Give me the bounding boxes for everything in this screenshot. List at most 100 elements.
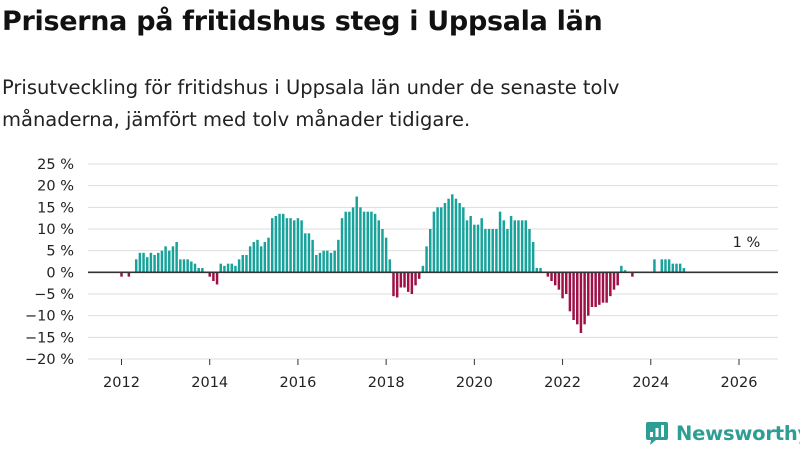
x-axis: 2012 2014 2016 2018 2020 2022 2024 2026 (103, 359, 757, 391)
bar (230, 263, 234, 273)
bar (344, 211, 347, 273)
bar (484, 229, 487, 273)
bar (120, 272, 123, 277)
bar (491, 229, 494, 273)
bar (535, 268, 539, 273)
x-tick-label: 2016 (279, 375, 316, 391)
bar (381, 229, 384, 273)
bar (462, 207, 465, 273)
bar (513, 220, 517, 273)
bar (660, 259, 664, 273)
bar (175, 242, 178, 273)
bar (370, 211, 373, 273)
bar (436, 207, 439, 273)
newsworthy-logo-icon (646, 422, 668, 445)
bar (616, 272, 619, 286)
bar (605, 272, 608, 303)
y-tick-label: 5 % (46, 244, 74, 260)
bar (498, 211, 502, 273)
bar (502, 220, 505, 273)
bar (682, 268, 686, 273)
bar (234, 265, 237, 273)
bar (598, 272, 601, 305)
bar (487, 229, 491, 273)
bar (193, 263, 197, 273)
bar (620, 265, 623, 273)
bar (539, 268, 542, 273)
bar (241, 255, 245, 273)
bar (315, 255, 318, 273)
bar (561, 272, 564, 299)
bar (311, 239, 314, 273)
bar (550, 272, 553, 281)
bar (160, 250, 164, 273)
bar (454, 198, 458, 273)
brand-name: Newsworthy (676, 421, 800, 445)
bar (564, 272, 568, 294)
bar (351, 207, 355, 273)
bar (524, 220, 528, 273)
bar (263, 242, 267, 273)
bar (348, 211, 351, 273)
bar (289, 218, 292, 273)
gridlines (88, 163, 778, 360)
bar (293, 220, 296, 273)
bar (553, 272, 557, 286)
bar (237, 259, 241, 273)
y-axis: −20 % −15 % −10 % −5 % 0 % 5 % 10 % 15 % 20 % 25 … (25, 157, 74, 368)
bar (590, 272, 594, 307)
x-tick-label: 2024 (632, 375, 669, 391)
bar (476, 224, 480, 273)
y-tick-label: −15 % (25, 330, 74, 346)
bar (395, 272, 399, 298)
bar (267, 237, 270, 273)
bar (531, 242, 535, 273)
bar (601, 272, 605, 303)
bar (388, 259, 392, 273)
y-tick-label: 15 % (37, 200, 74, 216)
bar (572, 272, 575, 320)
bar (675, 263, 678, 273)
bar (197, 268, 200, 273)
bar (399, 272, 403, 288)
x-tick-label: 2026 (721, 375, 758, 391)
bar (164, 246, 167, 273)
bar (322, 250, 325, 273)
page-title: Priserna på fritidshus steg i Uppsala lä… (2, 6, 603, 37)
bar (252, 242, 256, 273)
bar (366, 211, 369, 273)
bar (157, 252, 160, 273)
bar (447, 198, 450, 273)
bar (270, 218, 274, 273)
bar (153, 255, 156, 273)
bar (212, 272, 215, 281)
bar (142, 252, 145, 273)
bar (186, 259, 189, 273)
bar (671, 263, 675, 273)
bar (576, 272, 579, 325)
bar (384, 237, 388, 273)
bar (318, 252, 322, 273)
bar (127, 272, 131, 277)
page-subtitle: Prisutveckling för fritidshus i Uppsala … (2, 76, 620, 131)
bar (285, 218, 289, 273)
bar (333, 250, 336, 273)
bar (259, 246, 263, 273)
bar (623, 270, 627, 273)
bar (473, 224, 476, 273)
bar (469, 216, 472, 273)
bar (274, 216, 278, 273)
bar (403, 272, 406, 288)
bar (517, 220, 520, 273)
bar (215, 272, 219, 285)
y-tick-label: 0 % (46, 265, 74, 281)
x-tick-label: 2014 (191, 375, 228, 391)
bar (182, 259, 186, 273)
bar (248, 246, 252, 273)
bar (256, 239, 259, 273)
bar (145, 257, 149, 273)
bar (594, 272, 597, 307)
bar (171, 246, 175, 273)
bar (223, 265, 226, 273)
bar (465, 220, 469, 273)
